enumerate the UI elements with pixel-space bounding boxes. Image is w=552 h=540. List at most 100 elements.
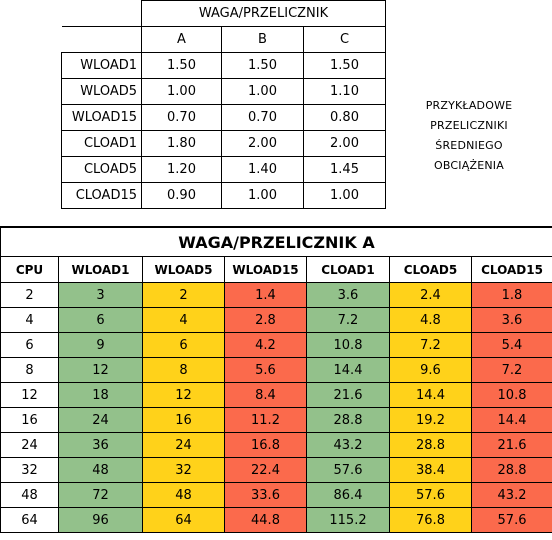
result-cell: 76.8 [389,507,472,533]
result-cell: 48 [142,482,225,508]
result-cell: 10.8 [306,332,390,358]
weights-cell: 1.00 [303,182,386,209]
result-cell: 19.2 [389,407,472,433]
cpu-cell: 6 [0,332,59,358]
weights-cell: 1.50 [141,52,222,79]
result-cell: 64 [142,507,225,533]
cpu-cell: 32 [0,457,59,483]
result-row: 6 9 6 4.2 10.8 7.2 5.4 [0,332,552,358]
result-cell: 1.4 [224,282,307,308]
result-cell: 28.8 [389,432,472,458]
weights-row-label: CLOAD1 [61,130,142,157]
weights-cell: 2.00 [221,130,304,157]
result-cell: 2.4 [389,282,472,308]
result-cell: 16 [142,407,225,433]
result-cell: 5.6 [224,357,307,383]
result-cell: 6 [58,307,143,333]
weights-row-label: CLOAD15 [61,182,142,209]
weights-cell: 1.10 [303,78,386,105]
result-row: 16 24 16 11.2 28.8 19.2 14.4 [0,407,552,433]
result-cell: 16.8 [224,432,307,458]
result-cell: 43.2 [306,432,390,458]
result-cell: 4 [142,307,225,333]
result-cell: 12 [58,357,143,383]
result-cell: 24 [142,432,225,458]
result-cell: 57.6 [389,482,472,508]
weights-cell: 0.70 [141,104,222,131]
weights-cell: 1.50 [221,52,304,79]
result-cell: 7.2 [306,307,390,333]
result-row: 12 18 12 8.4 21.6 14.4 10.8 [0,382,552,408]
result-col-header: CLOAD5 [389,256,472,283]
result-cell: 28.8 [470,457,552,483]
result-cell: 8.4 [224,382,307,408]
result-cell: 14.4 [470,407,552,433]
cpu-cell: 12 [0,382,59,408]
weights-cell: 2.00 [303,130,386,157]
result-cell: 72 [58,482,143,508]
weights-row: WLOAD1 1.50 1.50 1.50 [61,52,386,79]
result-cell: 43.2 [470,482,552,508]
result-row: 48 72 48 33.6 86.4 57.6 43.2 [0,482,552,508]
result-cell: 18 [58,382,143,408]
result-cell: 1.8 [470,282,552,308]
weights-cell: 0.70 [221,104,304,131]
result-cell: 57.6 [470,507,552,533]
note-line: ŚREDNIEGO [435,139,503,152]
result-cell: 57.6 [306,457,390,483]
result-cell: 86.4 [306,482,390,508]
result-cell: 115.2 [306,507,390,533]
result-cell: 14.4 [389,382,472,408]
result-row: 64 96 64 44.8 115.2 76.8 57.6 [0,507,552,533]
result-cell: 8 [142,357,225,383]
result-row: 32 48 32 22.4 57.6 38.4 28.8 [0,457,552,483]
weights-row: WLOAD15 0.70 0.70 0.80 [61,104,386,131]
weights-cell: 0.90 [141,182,222,209]
result-cell: 28.8 [306,407,390,433]
weights-row: CLOAD5 1.20 1.40 1.45 [61,156,386,183]
result-cell: 44.8 [224,507,307,533]
weights-row: CLOAD1 1.80 2.00 2.00 [61,130,386,157]
result-cell: 9.6 [389,357,472,383]
result-col-header: CLOAD15 [470,256,552,283]
result-cell: 11.2 [224,407,307,433]
weights-row: CLOAD15 0.90 1.00 1.00 [61,182,386,209]
result-col-header: WLOAD5 [142,256,225,283]
note-line: PRZYKŁADOWE [425,99,513,112]
result-cell: 9 [58,332,143,358]
result-row: 4 6 4 2.8 7.2 4.8 3.6 [0,307,552,333]
result-cell: 21.6 [306,382,390,408]
weights-row-label: WLOAD5 [61,78,142,105]
weights-row: WLOAD5 1.00 1.00 1.10 [61,78,386,105]
weights-cell: 1.40 [221,156,304,183]
result-cell: 2 [142,282,225,308]
result-cell: 96 [58,507,143,533]
result-col-header: WLOAD15 [224,256,307,283]
cpu-cell: 24 [0,432,59,458]
weights-cell: 1.80 [141,130,222,157]
result-col-header: CLOAD1 [306,256,390,283]
weights-header-row: A B C [61,26,386,53]
result-cell: 6 [142,332,225,358]
result-header-row: CPU WLOAD1 WLOAD5 WLOAD15 CLOAD1 CLOAD5 … [0,256,552,283]
weights-cell: 1.00 [221,78,304,105]
result-cell: 3.6 [306,282,390,308]
weights-col-header: C [303,26,386,53]
result-cell: 32 [142,457,225,483]
result-table: WAGA/PRZELICZNIK A CPU WLOAD1 WLOAD5 WLO… [0,226,552,533]
weights-title: WAGA/PRZELICZNIK [141,0,386,27]
result-cell: 7.2 [470,357,552,383]
cpu-cell: 2 [0,282,59,308]
result-cell: 7.2 [389,332,472,358]
result-cell: 3 [58,282,143,308]
weights-row-label: WLOAD1 [61,52,142,79]
result-cell: 5.4 [470,332,552,358]
result-cell: 10.8 [470,382,552,408]
result-cell: 38.4 [389,457,472,483]
weights-cell: 0.80 [303,104,386,131]
weights-cell: 1.50 [303,52,386,79]
weights-note: PRZYKŁADOWE PRZELICZNIKI ŚREDNIEGO OBCIĄ… [415,96,523,176]
weights-col-header: B [221,26,304,53]
result-cell: 12 [142,382,225,408]
weights-col-header: A [141,26,222,53]
